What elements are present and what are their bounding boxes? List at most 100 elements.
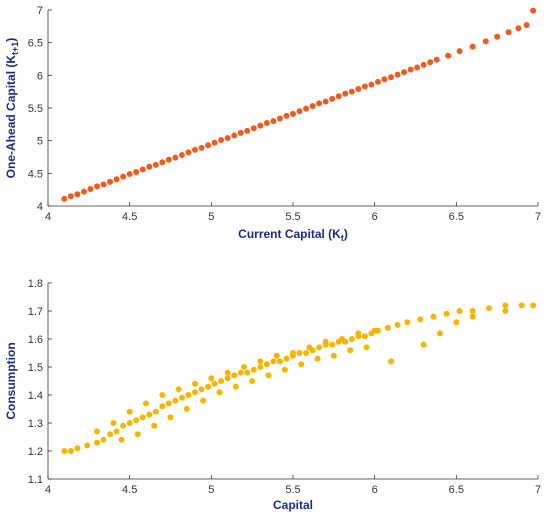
top-data-point [165, 156, 172, 163]
bottom-data-point [348, 336, 355, 342]
top-data-point [250, 125, 257, 132]
top-data-point [67, 193, 74, 200]
bottom-data-point [134, 431, 141, 438]
top-data-point [342, 90, 349, 97]
top-data-point [192, 146, 198, 153]
bottom-data-point [237, 369, 244, 376]
top-x-tick-label: 7 [535, 211, 541, 223]
top-x-tick-label: 6 [372, 211, 378, 223]
bottom-data-point [306, 344, 313, 351]
bottom-data-point [355, 330, 362, 337]
top-y-axis-label: One-Ahead Capital (Kt+1) [4, 38, 20, 179]
top-y-tick-label: 6.5 [28, 38, 43, 50]
bottom-data-point [394, 322, 401, 328]
bottom-data-point [94, 428, 100, 435]
bottom-y-tick-label: 1.7 [28, 306, 43, 318]
bottom-data-point [502, 302, 509, 309]
bottom-data-point [530, 302, 537, 309]
bottom-data-point [218, 378, 225, 384]
top-data-point [139, 166, 146, 173]
bottom-x-axis-label: Capital [273, 498, 313, 512]
bottom-data-point [100, 436, 107, 443]
bottom-data-point [443, 310, 450, 317]
bottom-data-point [126, 420, 133, 426]
bottom-data-point [216, 389, 223, 396]
bottom-x-tick-label: 4.5 [122, 484, 137, 496]
bottom-data-point [224, 375, 231, 382]
bottom-data-point [486, 305, 492, 312]
bottom-x-tick-label: 5 [208, 484, 214, 496]
bottom-data-point [185, 392, 192, 398]
top-data-point [329, 95, 336, 102]
bottom-data-point [208, 375, 215, 382]
bottom-data-point [330, 352, 337, 359]
bottom-data-point [74, 445, 81, 452]
bottom-y-tick-label: 1.1 [28, 474, 43, 486]
bottom-data-point [339, 336, 345, 342]
bottom-data-point [172, 397, 179, 404]
top-data-point [316, 100, 323, 107]
top-data-point [414, 64, 421, 71]
bottom-data-point [329, 341, 336, 348]
bottom-data-point [314, 355, 321, 362]
bottom-data-point [126, 408, 133, 415]
bottom-data-point [290, 350, 296, 356]
bottom-data-point [388, 358, 394, 365]
top-y-tick-label: 7 [37, 5, 43, 17]
bottom-data-point [67, 448, 74, 454]
top-data-point [420, 61, 427, 68]
bottom-y-tick-label: 1.2 [28, 446, 43, 458]
top-x-tick-label: 4.5 [122, 211, 137, 223]
capital-scatter-plot: 4 4.5 5 5.5 6 6.5 7 4 4.5 5 5.5 6 6.5 7 Current Capi… [4, 5, 541, 243]
bottom-data-point [347, 347, 354, 354]
bottom-data-point [198, 386, 205, 393]
bottom-x-tick-label: 6.5 [449, 484, 464, 496]
top-data-point [335, 93, 342, 100]
bottom-data-point [192, 389, 198, 396]
bottom-y-tick-label: 1.5 [28, 362, 43, 374]
bottom-data-points [61, 302, 537, 454]
top-data-point [368, 81, 375, 88]
bottom-data-point [159, 392, 166, 398]
bottom-data-point [165, 400, 172, 407]
top-data-point [87, 186, 94, 193]
bottom-data-point [107, 431, 114, 438]
bottom-data-point [361, 333, 368, 340]
bottom-data-point [84, 442, 91, 449]
bottom-x-tick-label: 6 [372, 484, 378, 496]
top-data-point [276, 115, 283, 122]
bottom-data-point [200, 397, 207, 404]
bottom-data-point [244, 369, 251, 376]
top-data-point [172, 154, 179, 161]
bottom-data-point [94, 439, 100, 446]
bottom-y-axis-label: Consumption [4, 342, 18, 419]
bottom-data-point [384, 324, 391, 331]
top-data-point [185, 149, 192, 156]
bottom-data-point [283, 355, 290, 362]
bottom-data-point [211, 380, 218, 387]
bottom-data-point [133, 417, 140, 424]
bottom-data-point [456, 308, 463, 314]
bottom-data-point [241, 364, 247, 370]
bottom-data-point [273, 352, 280, 359]
top-data-point [218, 137, 225, 144]
top-data-point [456, 48, 463, 55]
top-x-tick-label: 6.5 [449, 211, 464, 223]
bottom-data-point [420, 341, 427, 348]
bottom-data-point [469, 313, 476, 320]
top-data-point [374, 78, 381, 85]
bottom-data-point [231, 372, 238, 379]
top-data-point [427, 59, 434, 66]
top-data-point [61, 195, 68, 202]
bottom-data-point [183, 406, 190, 412]
top-data-point [94, 183, 100, 190]
bottom-x-ticks: 4 4.5 5 5.5 6 6.5 7 [45, 475, 541, 496]
top-y-tick-label: 5 [37, 136, 43, 148]
top-data-point [113, 176, 120, 183]
bottom-data-point [371, 327, 378, 334]
top-data-point [388, 74, 394, 81]
top-data-point [74, 191, 81, 198]
bottom-data-point [469, 308, 476, 314]
bottom-x-tick-label: 4 [45, 484, 51, 496]
bottom-data-point [257, 358, 264, 365]
